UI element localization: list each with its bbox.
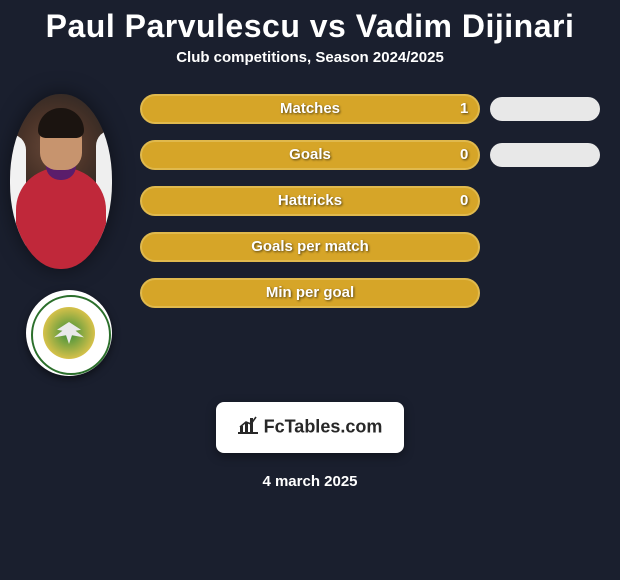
brand-text: FcTables.com [264, 416, 383, 436]
stats-bars: Matches1 Goals0 Hattricks0 Goals per match M… [140, 94, 480, 324]
stat-bar-left [140, 278, 480, 308]
player-photo-left [10, 94, 112, 269]
subtitle: Club competitions, Season 2024/2025 [0, 49, 620, 66]
page-title: Paul Parvulescu vs Vadim Dijinari [0, 8, 620, 45]
stat-row: Matches1 [140, 94, 480, 124]
right-pill-column [490, 94, 600, 324]
stat-row: Min per goal [140, 278, 480, 308]
stat-row: Hattricks0 [140, 186, 480, 216]
stat-bar-left [140, 94, 480, 124]
stat-bar-left [140, 140, 480, 170]
date-text: 4 march 2025 [0, 473, 620, 490]
stat-value-left: 0 [460, 186, 468, 216]
club-badge-left [26, 290, 112, 376]
stat-row: Goals0 [140, 140, 480, 170]
stat-pill-right [490, 97, 600, 121]
stat-bar-left [140, 186, 480, 216]
stat-pill-right [490, 143, 600, 167]
stat-row: Goals per match [140, 232, 480, 262]
stat-value-left: 1 [460, 94, 468, 124]
footer: FcTables.com 4 march 2025 [0, 402, 620, 490]
chart-icon [238, 416, 258, 439]
stat-value-left: 0 [460, 140, 468, 170]
brand-box: FcTables.com [216, 402, 405, 453]
stat-bar-left [140, 232, 480, 262]
